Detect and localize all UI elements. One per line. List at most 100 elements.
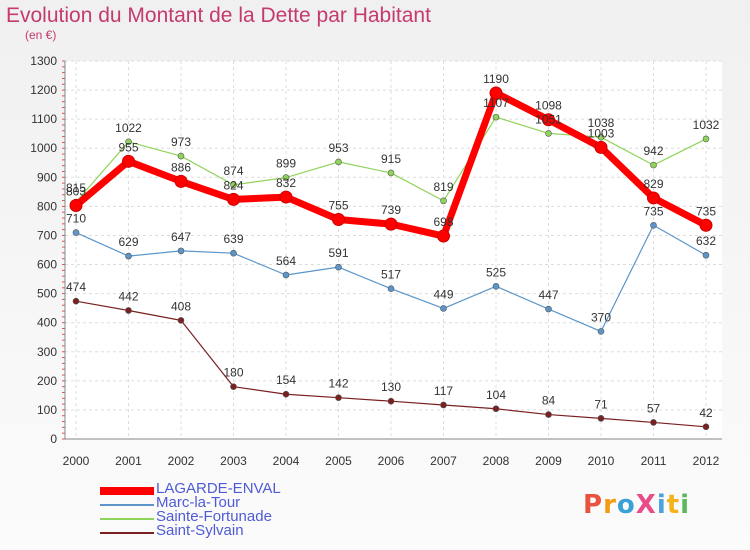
data-point-saint-sylvain (230, 383, 237, 390)
data-point-saint-sylvain (177, 317, 185, 324)
data-label-lagarde-enval: 824 (223, 178, 243, 192)
data-label-sainte-fortunade: 819 (433, 180, 453, 194)
data-label-saint-sylvain: 104 (486, 388, 506, 402)
y-tick-label: 400 (37, 316, 57, 330)
data-label-sainte-fortunade: 874 (223, 164, 243, 178)
y-tick-label: 700 (37, 228, 57, 242)
data-label-marc-la-tour: 449 (433, 287, 453, 301)
data-point-sainte-fortunade (125, 138, 132, 146)
data-label-marc-la-tour: 591 (328, 246, 348, 260)
data-point-lagarde-enval (594, 140, 608, 154)
data-point-lagarde-enval (122, 154, 135, 168)
x-tick-label: 2006 (378, 454, 405, 468)
data-label-lagarde-enval: 1003 (588, 126, 615, 140)
x-tick-label: 2000 (63, 454, 90, 468)
data-label-marc-la-tour: 735 (643, 204, 663, 218)
logo-letter: t (666, 490, 681, 520)
data-label-saint-sylvain: 474 (66, 280, 86, 294)
logo-letter: X (635, 490, 657, 520)
legend-label: Sainte-Fortunade (156, 508, 272, 525)
data-point-marc-la-tour (440, 305, 447, 312)
data-label-saint-sylvain: 154 (276, 373, 296, 387)
data-point-marc-la-tour (72, 229, 80, 236)
data-point-lagarde-enval (332, 212, 345, 226)
data-label-marc-la-tour: 525 (486, 265, 506, 279)
logo-letter: r (603, 490, 617, 520)
data-point-saint-sylvain (387, 397, 395, 405)
data-point-saint-sylvain (597, 415, 605, 422)
data-label-saint-sylvain: 442 (118, 289, 138, 303)
logo-letter: P (583, 490, 604, 520)
data-point-marc-la-tour (282, 271, 290, 279)
data-label-lagarde-enval: 735 (696, 204, 716, 218)
data-point-sainte-fortunade (492, 113, 500, 121)
x-tick-label: 2004 (273, 454, 300, 468)
data-point-marc-la-tour (702, 251, 710, 259)
data-label-lagarde-enval: 1098 (535, 99, 562, 113)
data-label-marc-la-tour: 647 (171, 230, 191, 244)
data-label-saint-sylvain: 42 (699, 406, 713, 420)
data-point-sainte-fortunade (177, 152, 185, 160)
x-tick-label: 2011 (641, 454, 667, 468)
data-label-marc-la-tour: 632 (696, 234, 716, 248)
data-label-lagarde-enval: 739 (381, 203, 401, 217)
x-tick-label: 2010 (588, 454, 615, 468)
y-tick-label: 1200 (30, 83, 57, 97)
plot-area (65, 61, 722, 439)
data-point-marc-la-tour (545, 305, 552, 313)
y-tick-label: 300 (37, 345, 57, 359)
y-tick-label: 900 (37, 170, 57, 184)
data-point-marc-la-tour (597, 328, 605, 335)
data-label-lagarde-enval: 803 (66, 185, 86, 199)
x-tick-label: 2003 (220, 454, 247, 468)
data-point-marc-la-tour (230, 249, 237, 257)
data-label-sainte-fortunade: 1032 (693, 118, 720, 132)
y-tick-label: 1100 (31, 112, 57, 126)
data-label-sainte-fortunade: 815 (66, 181, 86, 195)
legend-label: Marc-la-Tour (156, 494, 241, 511)
chart-title: Evolution du Montant de la Dette par Hab… (6, 4, 431, 27)
data-point-lagarde-enval (384, 217, 398, 231)
data-label-sainte-fortunade: 953 (328, 141, 348, 155)
data-label-lagarde-enval: 955 (118, 140, 138, 154)
data-point-saint-sylvain (545, 411, 552, 418)
data-point-saint-sylvain (282, 390, 290, 398)
data-point-sainte-fortunade (702, 135, 710, 143)
data-label-lagarde-enval: 829 (643, 177, 663, 191)
data-label-lagarde-enval: 698 (433, 215, 453, 229)
data-point-saint-sylvain (492, 405, 500, 413)
data-label-saint-sylvain: 130 (381, 380, 401, 394)
data-label-saint-sylvain: 84 (542, 394, 556, 408)
data-point-saint-sylvain (650, 419, 657, 426)
data-point-saint-sylvain (440, 401, 447, 409)
data-point-marc-la-tour (492, 283, 500, 290)
x-tick-label: 2008 (483, 454, 510, 468)
data-point-saint-sylvain (72, 297, 80, 305)
data-label-saint-sylvain: 57 (647, 401, 661, 415)
y-tick-label: 1000 (30, 141, 57, 155)
x-tick-label: 2002 (168, 454, 195, 468)
data-label-saint-sylvain: 71 (594, 397, 608, 411)
data-label-sainte-fortunade: 915 (381, 152, 401, 166)
data-label-marc-la-tour: 447 (538, 288, 558, 302)
data-point-lagarde-enval (279, 190, 293, 204)
data-point-sainte-fortunade (282, 174, 290, 181)
data-label-sainte-fortunade: 973 (171, 135, 191, 149)
data-point-lagarde-enval (227, 192, 240, 206)
data-label-sainte-fortunade: 1107 (483, 96, 509, 110)
x-tick-label: 2005 (325, 454, 352, 468)
data-label-saint-sylvain: 180 (223, 366, 243, 380)
data-point-sainte-fortunade (650, 161, 657, 169)
data-label-sainte-fortunade: 899 (276, 157, 296, 171)
data-label-lagarde-enval: 832 (276, 176, 296, 190)
data-point-lagarde-enval (647, 191, 660, 205)
x-tick-label: 2012 (693, 454, 720, 468)
legend-swatch (100, 518, 154, 520)
data-label-marc-la-tour: 517 (381, 268, 401, 282)
data-point-lagarde-enval (69, 199, 83, 213)
data-label-marc-la-tour: 639 (223, 232, 243, 246)
data-point-saint-sylvain (702, 423, 710, 431)
data-label-marc-la-tour: 710 (66, 212, 86, 226)
x-tick-label: 2007 (430, 454, 457, 468)
y-tick-label: 500 (37, 287, 57, 301)
